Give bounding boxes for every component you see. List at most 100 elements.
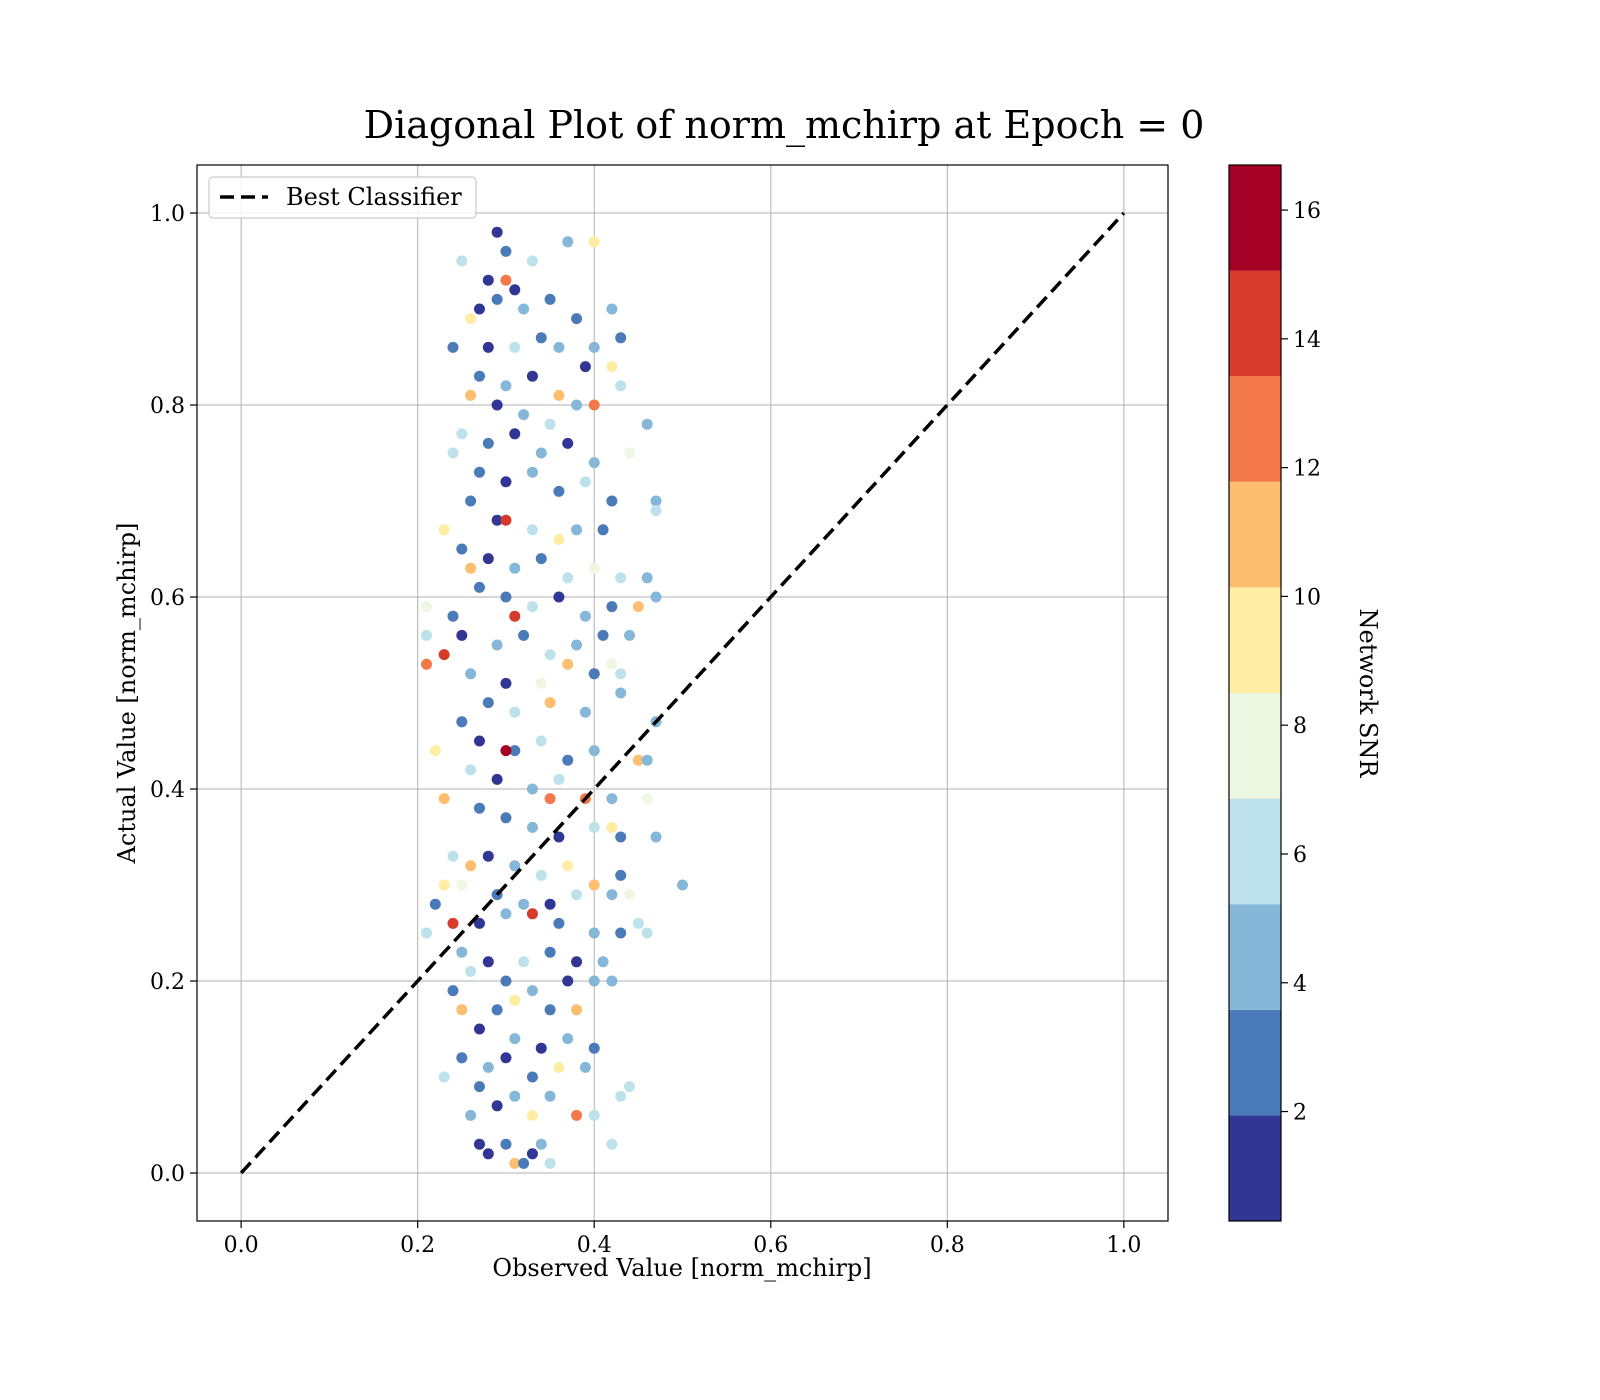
colorbar-tick-label: 6 — [1293, 843, 1307, 868]
x-tick-label: 0.2 — [400, 1233, 435, 1258]
scatter-point — [421, 629, 433, 641]
scatter-point — [606, 303, 618, 315]
colorbar-bin — [1229, 165, 1281, 271]
scatter-point — [535, 735, 547, 747]
scatter-point — [535, 677, 547, 689]
scatter-point — [500, 908, 512, 920]
scatter-point — [632, 754, 644, 766]
y-tick-label: 0.4 — [150, 778, 185, 803]
colorbar-bin — [1229, 798, 1281, 905]
scatter-point — [597, 629, 609, 641]
scatter-point — [562, 1033, 574, 1045]
scatter-point — [473, 303, 485, 315]
x-tick-label: 0.6 — [753, 1233, 788, 1258]
scatter-point — [500, 677, 512, 689]
scatter-point — [553, 533, 565, 545]
scatter-point — [606, 889, 618, 901]
scatter-point — [456, 716, 468, 728]
scatter-point — [482, 274, 494, 286]
scatter-point — [429, 745, 441, 757]
scatter-point — [509, 341, 521, 353]
scatter-point — [482, 956, 494, 968]
scatter-point — [526, 1148, 538, 1160]
scatter-point — [579, 706, 591, 718]
scatter-point — [447, 447, 459, 459]
grid-lines — [197, 165, 1168, 1221]
scatter-point — [518, 303, 530, 315]
scatter-point — [473, 1081, 485, 1093]
scatter-point — [500, 380, 512, 392]
scatter-point — [588, 879, 600, 891]
colorbar-tick-label: 2 — [1293, 1101, 1307, 1126]
scatter-point — [456, 629, 468, 641]
scatter-point — [615, 869, 627, 881]
scatter-point — [588, 821, 600, 833]
colorbar-bin — [1229, 270, 1281, 377]
y-axis-ticks: 0.0 0.2 0.4 0.6 0.8 1.0 — [150, 202, 197, 1187]
scatter-point — [535, 553, 547, 565]
scatter-point — [571, 399, 583, 411]
scatter-point — [553, 917, 565, 929]
scatter-point — [421, 927, 433, 939]
scatter-point — [465, 389, 477, 401]
scatter-point — [553, 485, 565, 497]
scatter-point — [535, 332, 547, 344]
scatter-point — [447, 341, 459, 353]
x-tick-label: 1.0 — [1106, 1233, 1141, 1258]
scatter-point — [429, 898, 441, 910]
scatter-point — [615, 927, 627, 939]
scatter-point — [482, 1061, 494, 1073]
scatter-point — [562, 754, 574, 766]
scatter-point — [571, 1004, 583, 1016]
scatter-point — [456, 946, 468, 958]
scatter-point — [588, 562, 600, 574]
scatter-point — [465, 860, 477, 872]
scatter-point — [544, 293, 556, 305]
scatter-point — [465, 965, 477, 977]
scatter-point — [544, 1157, 556, 1169]
colorbar-bin — [1229, 1115, 1281, 1221]
scatter-point — [509, 860, 521, 872]
scatter-point — [456, 879, 468, 891]
scatter-point — [518, 409, 530, 421]
scatter-point — [615, 572, 627, 584]
x-tick-label: 0.0 — [224, 1233, 259, 1258]
scatter-point — [606, 821, 618, 833]
legend-label-best-classifier: Best Classifier — [286, 183, 462, 211]
scatter-point — [465, 562, 477, 574]
scatter-point — [473, 802, 485, 814]
scatter-point — [438, 879, 450, 891]
scatter-point — [571, 956, 583, 968]
colorbar-bin — [1229, 481, 1281, 588]
scatter-point — [465, 764, 477, 776]
scatter-point — [473, 1138, 485, 1150]
scatter-point — [482, 850, 494, 862]
scatter-point — [641, 572, 653, 584]
scatter-point — [562, 975, 574, 987]
scatter-point — [491, 639, 503, 651]
scatter-point — [509, 706, 521, 718]
scatter-point — [526, 601, 538, 613]
colorbar-bins — [1229, 165, 1281, 1221]
plot-frame — [196, 164, 1169, 1222]
scatter-point — [606, 601, 618, 613]
scatter-point — [438, 649, 450, 661]
scatter-point — [677, 879, 688, 891]
scatter-point — [606, 1138, 618, 1150]
scatter-point — [641, 418, 653, 430]
scatter-point — [579, 476, 591, 488]
x-axis-ticks: 0.0 0.2 0.4 0.6 0.8 1.0 — [224, 1221, 1141, 1258]
scatter-point — [650, 831, 662, 843]
scatter-point — [571, 313, 583, 325]
scatter-point — [588, 1109, 600, 1121]
scatter-point — [641, 793, 653, 805]
scatter-points — [421, 226, 688, 1169]
colorbar-label: Network SNR — [1354, 609, 1382, 779]
scatter-point — [624, 447, 636, 459]
scatter-point — [473, 917, 485, 929]
scatter-point — [535, 1138, 547, 1150]
legend-box — [208, 176, 477, 219]
scatter-point — [482, 341, 494, 353]
scatter-point — [641, 927, 653, 939]
